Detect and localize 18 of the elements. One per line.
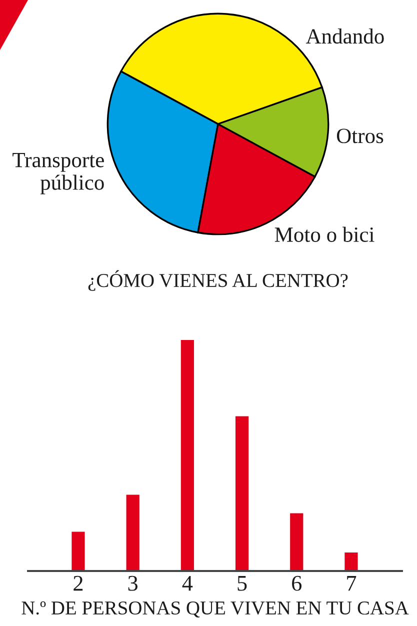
bar	[126, 494, 140, 571]
x-tick-label: 7	[347, 576, 356, 591]
slice-label: Transporte público	[12, 153, 104, 194]
bar	[290, 513, 304, 571]
x-tick-label: 6	[292, 576, 302, 591]
x-axis-title: N.º DE PERSONAS QUE VIVEN EN TU CASA	[22, 601, 409, 618]
text: ¿CÓMO VIENES AL CENTRO?	[88, 270, 348, 291]
bar	[72, 532, 85, 571]
slice-label: Andando	[306, 28, 384, 44]
x-tick-label: 4	[182, 576, 193, 591]
bar	[235, 416, 249, 571]
slice-label: Moto o bici	[274, 226, 374, 242]
slice-label: Otros	[336, 128, 384, 144]
x-tick-label: 2	[74, 576, 83, 591]
x-tick-label: 5	[238, 576, 247, 591]
x-tick-label: 3	[128, 576, 138, 591]
bar	[180, 340, 194, 571]
bar	[344, 552, 358, 571]
